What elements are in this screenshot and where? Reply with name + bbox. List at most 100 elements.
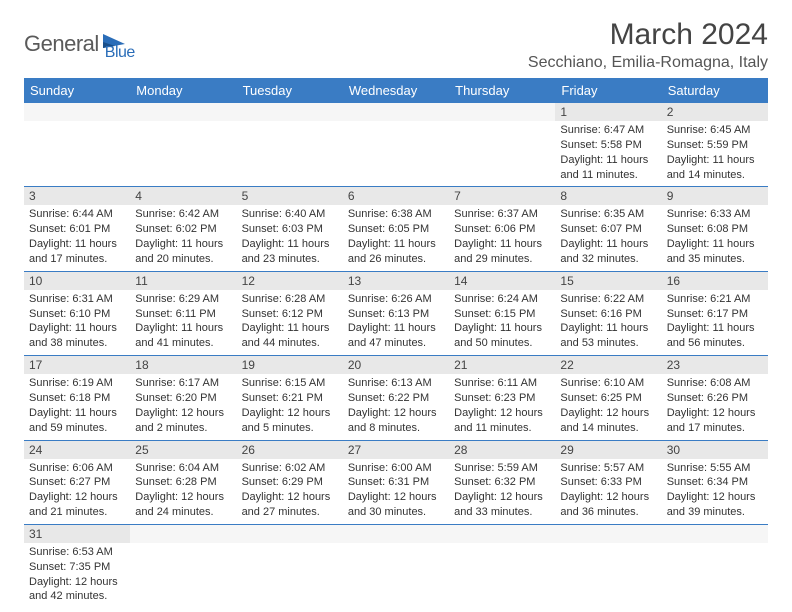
sunset-text: Sunset: 6:21 PM: [242, 391, 338, 406]
daylight-text: Daylight: 12 hours and 2 minutes.: [135, 406, 231, 436]
calendar-table: Sunday Monday Tuesday Wednesday Thursday…: [24, 78, 768, 608]
calendar-day-cell: 16Sunrise: 6:21 AMSunset: 6:17 PMDayligh…: [662, 271, 768, 355]
calendar-day-cell: 4Sunrise: 6:42 AMSunset: 6:02 PMDaylight…: [130, 187, 236, 271]
logo-text-2: Blue: [105, 26, 135, 62]
sunrise-text: Sunrise: 6:13 AM: [348, 376, 444, 391]
daylight-text: Daylight: 11 hours and 14 minutes.: [667, 153, 763, 183]
daylight-text: Daylight: 11 hours and 29 minutes.: [454, 237, 550, 267]
day-number: 25: [130, 441, 236, 459]
day-number: [662, 525, 768, 543]
sunrise-text: Sunrise: 6:11 AM: [454, 376, 550, 391]
calendar-day-cell: [343, 524, 449, 608]
sunset-text: Sunset: 6:33 PM: [560, 475, 656, 490]
sunrise-text: Sunrise: 6:19 AM: [29, 376, 125, 391]
sunset-text: Sunset: 5:58 PM: [560, 138, 656, 153]
day-number: 18: [130, 356, 236, 374]
weekday-header: Sunday: [24, 78, 130, 103]
sunset-text: Sunset: 5:59 PM: [667, 138, 763, 153]
day-number: 11: [130, 272, 236, 290]
calendar-week-row: 17Sunrise: 6:19 AMSunset: 6:18 PMDayligh…: [24, 356, 768, 440]
sunset-text: Sunset: 6:25 PM: [560, 391, 656, 406]
sunrise-text: Sunrise: 6:28 AM: [242, 292, 338, 307]
day-number: [237, 103, 343, 121]
sunrise-text: Sunrise: 6:02 AM: [242, 461, 338, 476]
weekday-header: Tuesday: [237, 78, 343, 103]
day-number: 28: [449, 441, 555, 459]
sunrise-text: Sunrise: 6:42 AM: [135, 207, 231, 222]
sunset-text: Sunset: 6:12 PM: [242, 307, 338, 322]
calendar-day-cell: 24Sunrise: 6:06 AMSunset: 6:27 PMDayligh…: [24, 440, 130, 524]
daylight-text: Daylight: 11 hours and 59 minutes.: [29, 406, 125, 436]
day-details: Sunrise: 6:38 AMSunset: 6:05 PMDaylight:…: [343, 205, 449, 270]
daylight-text: Daylight: 11 hours and 56 minutes.: [667, 321, 763, 351]
calendar-day-cell: 31Sunrise: 6:53 AMSunset: 7:35 PMDayligh…: [24, 524, 130, 608]
sunset-text: Sunset: 6:20 PM: [135, 391, 231, 406]
day-details: Sunrise: 6:45 AMSunset: 5:59 PMDaylight:…: [662, 121, 768, 186]
calendar-day-cell: 2Sunrise: 6:45 AMSunset: 5:59 PMDaylight…: [662, 103, 768, 187]
day-number: [130, 103, 236, 121]
sunrise-text: Sunrise: 5:57 AM: [560, 461, 656, 476]
calendar-day-cell: 12Sunrise: 6:28 AMSunset: 6:12 PMDayligh…: [237, 271, 343, 355]
sunrise-text: Sunrise: 6:33 AM: [667, 207, 763, 222]
day-details: [130, 543, 236, 593]
daylight-text: Daylight: 11 hours and 11 minutes.: [560, 153, 656, 183]
daylight-text: Daylight: 12 hours and 21 minutes.: [29, 490, 125, 520]
logo: General Blue: [24, 18, 135, 62]
day-details: Sunrise: 6:00 AMSunset: 6:31 PMDaylight:…: [343, 459, 449, 524]
day-number: 22: [555, 356, 661, 374]
sunrise-text: Sunrise: 6:24 AM: [454, 292, 550, 307]
daylight-text: Daylight: 11 hours and 23 minutes.: [242, 237, 338, 267]
sunrise-text: Sunrise: 6:08 AM: [667, 376, 763, 391]
calendar-week-row: 10Sunrise: 6:31 AMSunset: 6:10 PMDayligh…: [24, 271, 768, 355]
daylight-text: Daylight: 12 hours and 33 minutes.: [454, 490, 550, 520]
sunset-text: Sunset: 6:27 PM: [29, 475, 125, 490]
logo-text-1: General: [24, 31, 99, 57]
calendar-day-cell: 1Sunrise: 6:47 AMSunset: 5:58 PMDaylight…: [555, 103, 661, 187]
day-number: [237, 525, 343, 543]
sunrise-text: Sunrise: 5:55 AM: [667, 461, 763, 476]
sunrise-text: Sunrise: 6:10 AM: [560, 376, 656, 391]
weekday-header-row: Sunday Monday Tuesday Wednesday Thursday…: [24, 78, 768, 103]
weekday-header: Thursday: [449, 78, 555, 103]
day-number: 15: [555, 272, 661, 290]
sunrise-text: Sunrise: 6:35 AM: [560, 207, 656, 222]
sunset-text: Sunset: 6:15 PM: [454, 307, 550, 322]
sunrise-text: Sunrise: 6:15 AM: [242, 376, 338, 391]
calendar-day-cell: 3Sunrise: 6:44 AMSunset: 6:01 PMDaylight…: [24, 187, 130, 271]
day-number: 2: [662, 103, 768, 121]
day-number: 30: [662, 441, 768, 459]
calendar-day-cell: [449, 524, 555, 608]
day-number: [343, 103, 449, 121]
daylight-text: Daylight: 12 hours and 5 minutes.: [242, 406, 338, 436]
day-details: Sunrise: 6:17 AMSunset: 6:20 PMDaylight:…: [130, 374, 236, 439]
daylight-text: Daylight: 12 hours and 27 minutes.: [242, 490, 338, 520]
daylight-text: Daylight: 12 hours and 17 minutes.: [667, 406, 763, 436]
daylight-text: Daylight: 12 hours and 30 minutes.: [348, 490, 444, 520]
sunset-text: Sunset: 6:22 PM: [348, 391, 444, 406]
day-number: 24: [24, 441, 130, 459]
day-details: Sunrise: 6:33 AMSunset: 6:08 PMDaylight:…: [662, 205, 768, 270]
sunset-text: Sunset: 6:31 PM: [348, 475, 444, 490]
calendar-day-cell: 20Sunrise: 6:13 AMSunset: 6:22 PMDayligh…: [343, 356, 449, 440]
daylight-text: Daylight: 12 hours and 24 minutes.: [135, 490, 231, 520]
day-details: Sunrise: 5:55 AMSunset: 6:34 PMDaylight:…: [662, 459, 768, 524]
calendar-week-row: 24Sunrise: 6:06 AMSunset: 6:27 PMDayligh…: [24, 440, 768, 524]
daylight-text: Daylight: 11 hours and 38 minutes.: [29, 321, 125, 351]
day-number: 6: [343, 187, 449, 205]
day-details: [449, 121, 555, 171]
calendar-day-cell: 21Sunrise: 6:11 AMSunset: 6:23 PMDayligh…: [449, 356, 555, 440]
calendar-day-cell: [343, 103, 449, 187]
daylight-text: Daylight: 12 hours and 39 minutes.: [667, 490, 763, 520]
calendar-day-cell: [130, 524, 236, 608]
day-number: 17: [24, 356, 130, 374]
sunset-text: Sunset: 6:16 PM: [560, 307, 656, 322]
day-number: 31: [24, 525, 130, 543]
weekday-header: Friday: [555, 78, 661, 103]
day-details: Sunrise: 6:13 AMSunset: 6:22 PMDaylight:…: [343, 374, 449, 439]
sunset-text: Sunset: 6:07 PM: [560, 222, 656, 237]
day-number: 13: [343, 272, 449, 290]
day-number: 1: [555, 103, 661, 121]
day-number: 21: [449, 356, 555, 374]
calendar-day-cell: [24, 103, 130, 187]
day-number: 19: [237, 356, 343, 374]
